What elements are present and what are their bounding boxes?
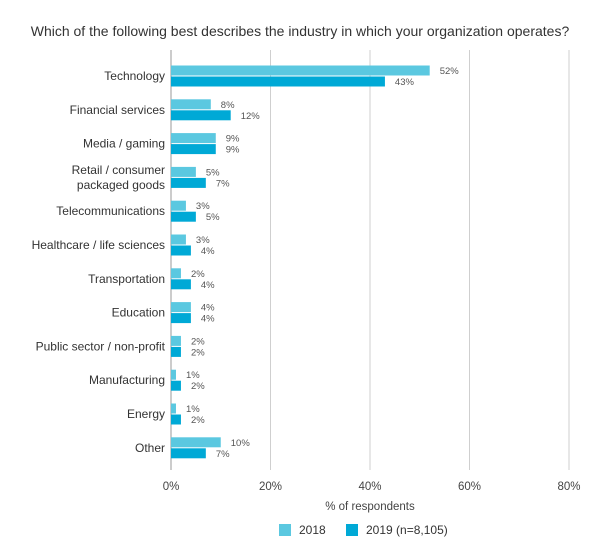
category-label: Media / gaming xyxy=(83,137,165,151)
data-label: 7% xyxy=(216,178,230,189)
category-label: Other xyxy=(135,441,165,455)
bar-2018 xyxy=(171,268,181,279)
x-tick-label: 40% xyxy=(358,481,381,493)
bar-2019 xyxy=(171,76,385,87)
bar-2019 xyxy=(171,110,231,121)
category-label: Energy xyxy=(127,407,165,421)
bar-2019 xyxy=(171,448,206,459)
data-label: 4% xyxy=(201,303,215,314)
data-label: 52% xyxy=(440,66,460,77)
data-label: 7% xyxy=(216,449,230,460)
bar-2019 xyxy=(171,245,191,256)
x-tick-label: 60% xyxy=(458,481,481,493)
data-label: 8% xyxy=(221,100,235,111)
category-label: Education xyxy=(112,306,165,320)
bar-2019 xyxy=(171,346,181,357)
data-label: 5% xyxy=(206,212,220,223)
bar-2019 xyxy=(171,313,191,324)
bar-2018 xyxy=(171,335,181,346)
category-label: Telecommunications xyxy=(56,204,165,218)
data-label: 10% xyxy=(231,438,251,449)
bar-2019 xyxy=(171,177,206,188)
data-label: 4% xyxy=(201,246,215,257)
data-label: 2% xyxy=(191,415,205,426)
x-tick-label: 20% xyxy=(259,481,282,493)
bar-2019 xyxy=(171,414,181,425)
category-label: Manufacturing xyxy=(89,373,165,387)
category-label: Healthcare / life sciences xyxy=(32,238,165,252)
data-label: 9% xyxy=(226,145,240,156)
gridlines xyxy=(170,50,570,470)
data-label: 12% xyxy=(241,111,261,122)
data-label: 1% xyxy=(186,370,200,381)
bar-2018 xyxy=(171,302,191,313)
data-label: 5% xyxy=(206,167,220,178)
bar-2018 xyxy=(171,200,186,211)
legend-swatch xyxy=(346,524,358,536)
category-label: Transportation xyxy=(88,272,165,286)
bar-2018 xyxy=(171,65,430,76)
chart-title: Which of the following best describes th… xyxy=(31,23,570,39)
x-axis-title: % of respondents xyxy=(325,501,415,513)
legend-label: 2019 (n=8,105) xyxy=(366,523,448,537)
x-tick-label: 0% xyxy=(163,481,180,493)
data-label: 1% xyxy=(186,404,200,415)
bar-2019 xyxy=(171,279,191,290)
data-label: 3% xyxy=(196,201,210,212)
data-label: 3% xyxy=(196,235,210,246)
category-label: Retail / consumer packaged goods xyxy=(72,163,165,192)
legend: 2018 2019 (n=8,105) xyxy=(279,523,448,537)
bar-2018 xyxy=(171,133,216,144)
data-label: 2% xyxy=(191,269,205,280)
data-label: 2% xyxy=(191,347,205,358)
category-label: Technology xyxy=(104,69,165,83)
bar-2018 xyxy=(171,234,186,245)
category-label: Financial services xyxy=(70,103,165,117)
bar-2019 xyxy=(171,380,181,391)
x-tick-label: 80% xyxy=(557,481,580,493)
category-labels: Technology Financial services Media / gami… xyxy=(32,69,166,455)
bar-2018 xyxy=(171,99,211,110)
data-label: 4% xyxy=(201,280,215,291)
bar-2018 xyxy=(171,369,176,380)
category-label: Public sector / non-profit xyxy=(36,339,166,353)
data-label: 4% xyxy=(201,314,215,325)
data-label: 2% xyxy=(191,381,205,392)
data-label: 2% xyxy=(191,336,205,347)
bar-2019 xyxy=(171,144,216,155)
bar-2018 xyxy=(171,437,221,448)
x-tick-labels: 0% 20% 40% 60% 80% xyxy=(163,481,581,493)
legend-label: 2018 xyxy=(299,523,326,537)
data-label: 9% xyxy=(226,134,240,145)
bar-2018 xyxy=(171,166,196,177)
bar-2018 xyxy=(171,403,176,414)
bar-2019 xyxy=(171,211,196,222)
bars: 52%43%8%12%9%9%5%7%3%5%3%4%2%4%4%4%2%2%1… xyxy=(171,65,460,460)
legend-swatch xyxy=(279,524,291,536)
data-label: 43% xyxy=(395,77,415,88)
